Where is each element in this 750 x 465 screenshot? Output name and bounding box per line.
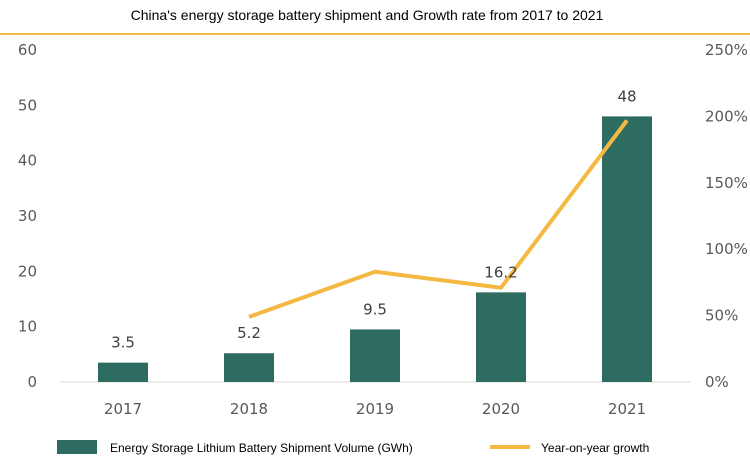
- x-tick-label: 2019: [356, 400, 394, 418]
- y-left-tick-label: 40: [18, 152, 37, 170]
- bar-data-label: 16.2: [484, 263, 517, 281]
- growth-line-series: [248, 119, 629, 319]
- axes: 0 10 20 30 40 50 60 0% 50% 100% 150% 200% 250% 2017 20…: [18, 41, 748, 418]
- y-right-tick-label: 250%: [705, 41, 748, 59]
- y-left-tick-label: 50: [18, 96, 37, 114]
- y-right-tick-label: 50%: [705, 307, 738, 325]
- data-labels: 3.5 5.2 9.5 16.2 48: [111, 87, 636, 351]
- y-left-tick-label: 60: [18, 41, 37, 59]
- growth-line: [248, 119, 629, 319]
- y-right-tick-label: 150%: [705, 174, 748, 192]
- bar: [602, 116, 652, 383]
- y-left-tick-label: 20: [18, 262, 37, 280]
- x-tick-label: 2021: [608, 400, 646, 418]
- legend-bar-swatch: [57, 440, 97, 454]
- x-tick-label: 2018: [230, 400, 268, 418]
- bar: [476, 292, 526, 382]
- bar: [98, 362, 148, 382]
- legend-bar-label: Energy Storage Lithium Battery Shipment …: [110, 441, 413, 455]
- bar-data-label: 48: [617, 87, 636, 105]
- bar-data-label: 9.5: [363, 300, 387, 318]
- bar-data-label: 5.2: [237, 324, 261, 342]
- bar-data-label: 3.5: [111, 334, 135, 352]
- y-left-tick-label: 30: [18, 207, 37, 225]
- bar: [224, 353, 274, 382]
- bars: [98, 116, 652, 383]
- legend-line-label: Year-on-year growth: [541, 441, 649, 455]
- x-tick-label: 2017: [104, 400, 142, 418]
- legend: Energy Storage Lithium Battery Shipment …: [57, 440, 649, 455]
- y-right-tick-label: 100%: [705, 240, 748, 258]
- bar: [350, 329, 400, 382]
- y-left-tick-label: 0: [27, 373, 37, 391]
- chart-title: China's energy storage battery shipment …: [131, 7, 604, 23]
- y-right-tick-label: 200%: [705, 107, 748, 125]
- y-left-tick-label: 10: [18, 318, 37, 336]
- x-tick-label: 2020: [482, 400, 520, 418]
- y-right-tick-label: 0%: [705, 373, 729, 391]
